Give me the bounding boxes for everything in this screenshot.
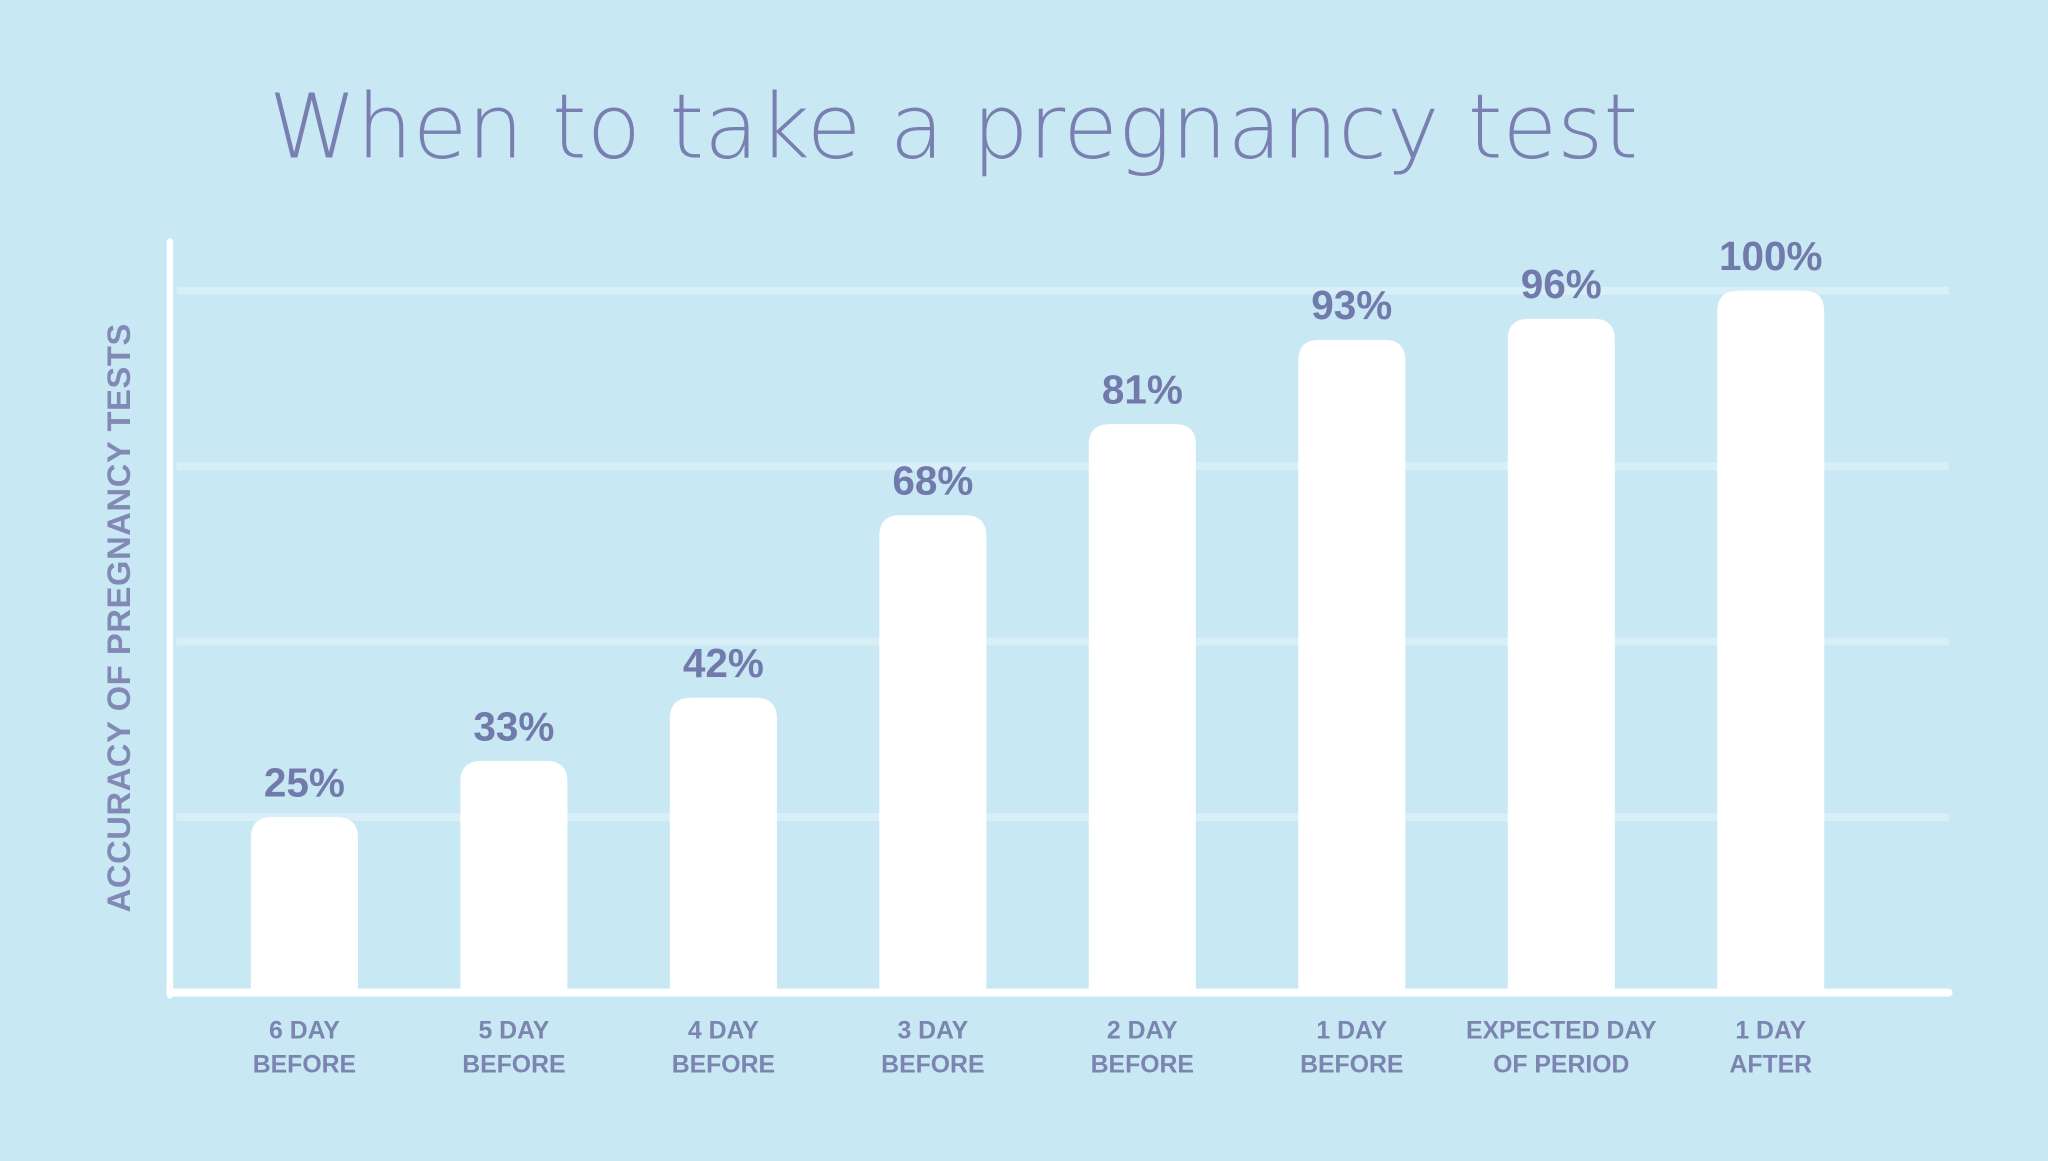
value-label: 96%: [1521, 261, 1602, 307]
x-tick-label: 6 DAY BEFORE: [253, 1017, 356, 1078]
bar: [1298, 339, 1406, 993]
value-label: 33%: [473, 703, 554, 749]
bar: [1717, 290, 1825, 993]
x-tick-label: 3 DAY BEFORE: [881, 1017, 984, 1078]
x-tick-label: 2 DAY BEFORE: [1091, 1017, 1194, 1078]
chart-title: When to take a pregnancy test: [269, 76, 1639, 179]
x-tick-label: 4 DAY BEFORE: [672, 1017, 775, 1078]
y-axis-label: ACCURACY OF PREGNANCY TESTS: [100, 323, 137, 912]
value-label: 42%: [683, 640, 764, 686]
value-label: 100%: [1719, 233, 1823, 279]
value-label: 93%: [1311, 282, 1392, 328]
x-tick-label: 5 DAY BEFORE: [462, 1017, 565, 1078]
bar: [250, 817, 358, 993]
bar: [669, 697, 777, 993]
value-label: 81%: [1102, 366, 1183, 412]
x-tick-label: EXPECTED DAY OF PERIOD: [1466, 1017, 1657, 1078]
x-tick-label: 1 DAY BEFORE: [1300, 1017, 1403, 1078]
bar: [1088, 424, 1196, 993]
bar: [1507, 318, 1615, 993]
bar: [460, 760, 568, 993]
bar: [879, 515, 987, 993]
value-label: 68%: [892, 458, 973, 504]
value-label: 25%: [264, 759, 345, 805]
x-tick-label: 1 DAY AFTER: [1729, 1017, 1812, 1078]
